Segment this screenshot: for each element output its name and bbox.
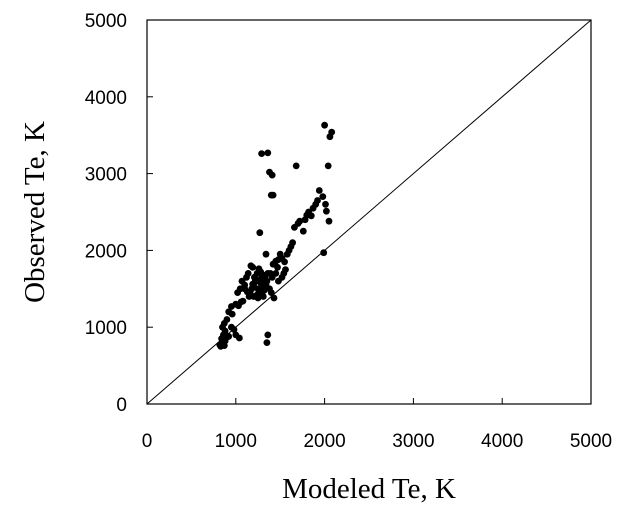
data-point (299, 227, 307, 235)
data-point (268, 273, 276, 281)
data-point (258, 150, 265, 158)
data-point (262, 280, 270, 288)
reference-line-layer (146, 19, 592, 405)
data-point (325, 217, 333, 225)
data-point (223, 316, 231, 323)
data-point (307, 212, 315, 220)
x-axis-label: Modeled Te, K (282, 473, 456, 505)
data-point (252, 276, 260, 283)
data-point (328, 128, 336, 136)
data-point (314, 197, 321, 204)
data-point (225, 333, 233, 340)
data-point (241, 285, 249, 293)
data-point (254, 294, 262, 302)
data-point (247, 262, 255, 270)
data-point (274, 263, 281, 271)
data-point (260, 286, 268, 294)
data-point (281, 258, 288, 266)
x-tick-label: 5000 (570, 431, 612, 452)
x-tick-label: 0 (142, 431, 153, 452)
data-point (258, 274, 265, 282)
data-point (320, 249, 328, 257)
x-tick-label: 1000 (215, 431, 257, 452)
data-point (243, 273, 250, 281)
data-point (228, 310, 236, 318)
y-tick-label: 2000 (85, 241, 127, 262)
data-point (270, 294, 278, 302)
y-tick-label: 3000 (85, 165, 127, 186)
data-point (249, 280, 257, 288)
data-point (262, 250, 270, 258)
x-tick-label: 4000 (481, 431, 523, 452)
data-point (266, 168, 273, 176)
y-tick-label: 1000 (85, 318, 127, 339)
one-to-one-line (146, 19, 592, 405)
data-point (264, 149, 272, 157)
x-axis-ticks: 0 1000 2000 3000 4000 5000 (142, 398, 612, 452)
data-points (216, 121, 336, 350)
y-tick-label: 4000 (85, 88, 127, 109)
y-axis-ticks: 0 1000 2000 3000 4000 5000 (85, 11, 153, 416)
y-axis-label: Observed Te, K (19, 121, 51, 303)
data-point (264, 331, 272, 339)
data-point (256, 229, 264, 237)
data-point (263, 339, 271, 346)
data-point (267, 289, 275, 296)
data-point (269, 191, 277, 199)
data-point (259, 293, 267, 300)
y-tick-label: 5000 (85, 11, 127, 32)
data-point (239, 297, 247, 305)
x-tick-label: 3000 (392, 431, 434, 452)
data-point (324, 162, 332, 170)
data-point (232, 331, 240, 339)
data-point (289, 239, 296, 247)
data-point (275, 277, 282, 285)
data-point (323, 207, 330, 215)
data-point (296, 217, 304, 225)
data-point (315, 187, 323, 194)
y-tick-label: 0 (116, 395, 127, 416)
x-tick-label: 2000 (303, 431, 345, 452)
data-point (322, 200, 329, 208)
data-point (321, 121, 328, 129)
data-point (319, 193, 327, 201)
data-point (246, 289, 254, 296)
data-point (292, 162, 300, 170)
data-point (230, 326, 238, 333)
plot-frame (146, 19, 592, 405)
